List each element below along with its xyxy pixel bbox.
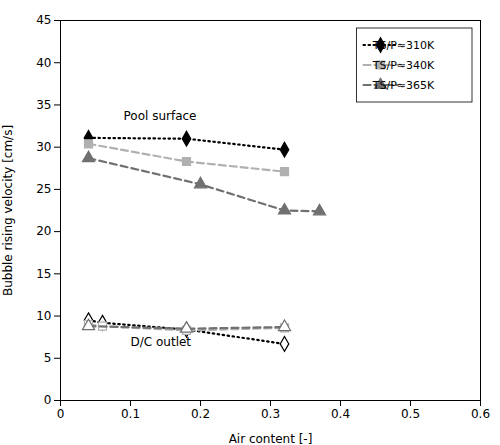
svg-text:10: 10 <box>36 309 51 323</box>
svg-text:15: 15 <box>36 267 51 281</box>
svg-text:Pool surface: Pool surface <box>124 109 197 123</box>
svg-text:40: 40 <box>36 56 51 70</box>
svg-text:0.5: 0.5 <box>401 407 420 421</box>
svg-text:0.3: 0.3 <box>261 407 280 421</box>
svg-text:35: 35 <box>36 98 51 112</box>
svg-text:0.4: 0.4 <box>331 407 350 421</box>
svg-text:0.6: 0.6 <box>471 407 490 421</box>
svg-text:Bubble rising velocity [cm/s]: Bubble rising velocity [cm/s] <box>1 125 15 296</box>
svg-text:TS/P≈365K: TS/P≈365K <box>372 79 435 92</box>
svg-text:Air content [-]: Air content [-] <box>229 432 313 445</box>
svg-text:0.1: 0.1 <box>121 407 140 421</box>
svg-text:30: 30 <box>36 140 51 154</box>
svg-text:20: 20 <box>36 224 51 238</box>
svg-text:0: 0 <box>44 393 52 407</box>
svg-text:5: 5 <box>44 351 52 365</box>
svg-text:0: 0 <box>57 407 65 421</box>
svg-text:25: 25 <box>36 182 51 196</box>
svg-text:TS/P≈310K: TS/P≈310K <box>372 39 435 52</box>
svg-text:0.2: 0.2 <box>191 407 210 421</box>
svg-text:D/C outlet: D/C outlet <box>131 335 192 349</box>
svg-text:TS/P≈340K: TS/P≈340K <box>372 59 435 72</box>
svg-text:45: 45 <box>36 13 51 27</box>
